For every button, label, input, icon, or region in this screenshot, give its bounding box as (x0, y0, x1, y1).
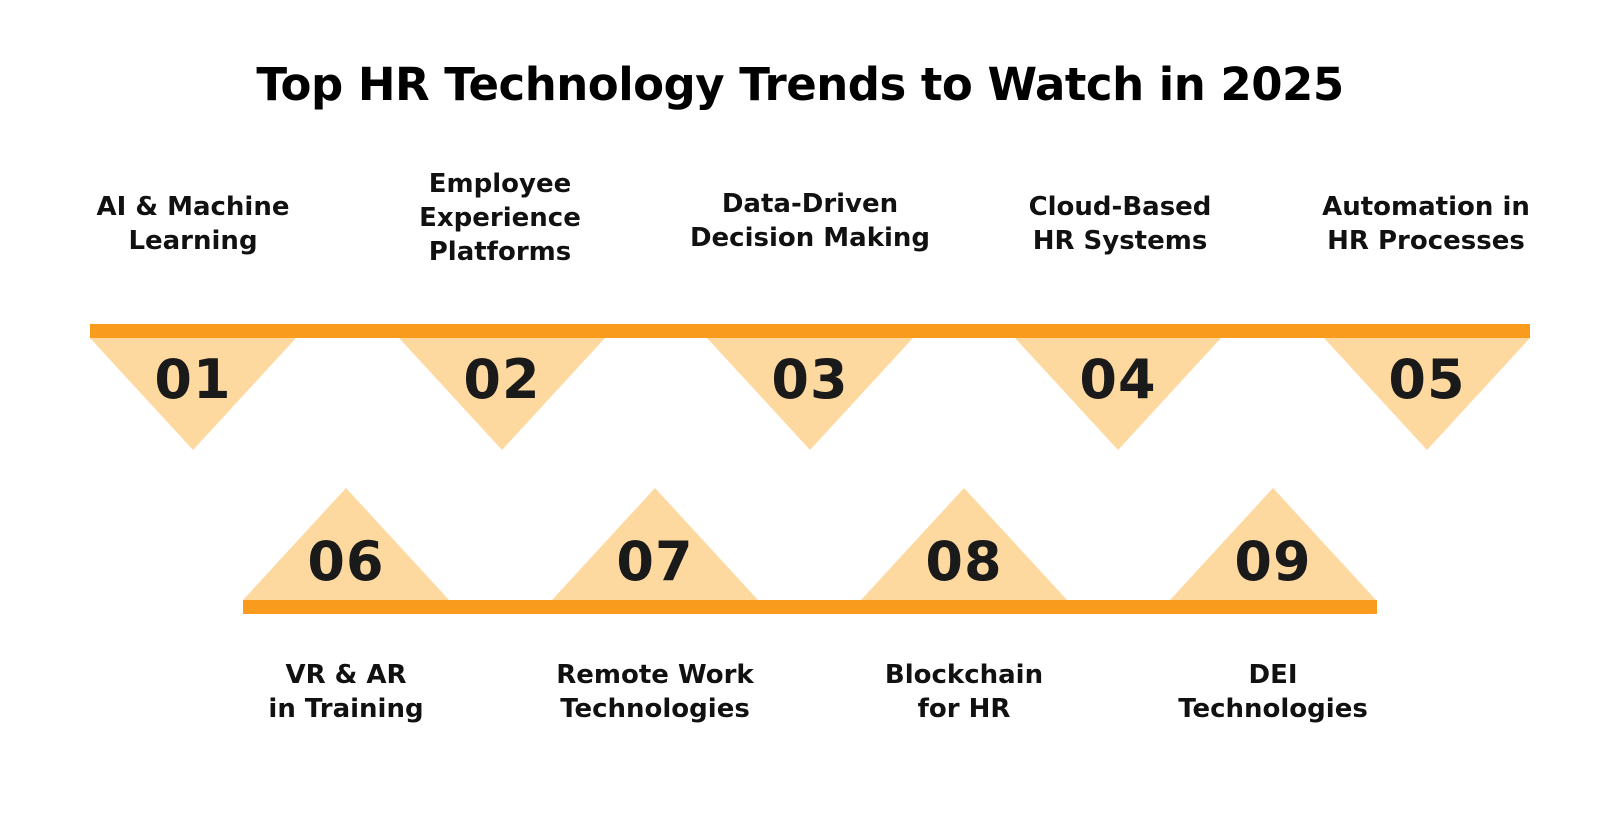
trend-marker-09: 09 (1170, 488, 1376, 600)
trend-marker-02: 02 (399, 338, 605, 450)
trend-marker-03: 03 (707, 338, 913, 450)
down-triangle-shape (1015, 338, 1221, 450)
up-triangle-shape (861, 488, 1067, 600)
trend-marker-07: 07 (552, 488, 758, 600)
bottom-timeline-bar (243, 600, 1377, 614)
trend-number-03: 03 (771, 348, 849, 411)
up-triangle-shape (552, 488, 758, 600)
trend-marker-05: 05 (1324, 338, 1530, 450)
trend-number-04: 04 (1079, 348, 1157, 411)
trend-marker-04: 04 (1015, 338, 1221, 450)
trend-marker-08: 08 (861, 488, 1067, 600)
trend-marker-01: 01 (90, 338, 296, 450)
page-title: Top HR Technology Trends to Watch in 202… (256, 58, 1344, 111)
trend-number-02: 02 (463, 348, 541, 411)
trend-number-09: 09 (1234, 530, 1312, 593)
trend-label-06: VR & AR in Training (268, 660, 424, 724)
down-triangle-shape (399, 338, 605, 450)
trend-label-02: Employee Experience Platforms (419, 169, 581, 267)
trend-label-05: Automation in HR Processes (1322, 192, 1530, 256)
trend-number-01: 01 (154, 348, 232, 411)
trend-label-04: Cloud-Based HR Systems (1028, 192, 1212, 256)
trend-label-09: DEI Technologies (1178, 660, 1368, 724)
trend-number-05: 05 (1388, 348, 1466, 411)
down-triangle-shape (1324, 338, 1530, 450)
trend-number-08: 08 (925, 530, 1003, 593)
top-timeline-bar (90, 324, 1530, 338)
trend-label-07: Remote Work Technologies (556, 660, 754, 724)
down-triangle-shape (707, 338, 913, 450)
trend-label-03: Data-Driven Decision Making (689, 189, 931, 253)
trend-label-01: AI & Machine Learning (96, 192, 290, 256)
up-triangle-shape (243, 488, 449, 600)
trend-marker-06: 06 (243, 488, 449, 600)
up-triangle-shape (1170, 488, 1376, 600)
trend-label-08: Blockchain for HR (884, 660, 1044, 724)
trend-number-06: 06 (307, 530, 385, 593)
trend-number-07: 07 (616, 530, 694, 593)
down-triangle-shape (90, 338, 296, 450)
